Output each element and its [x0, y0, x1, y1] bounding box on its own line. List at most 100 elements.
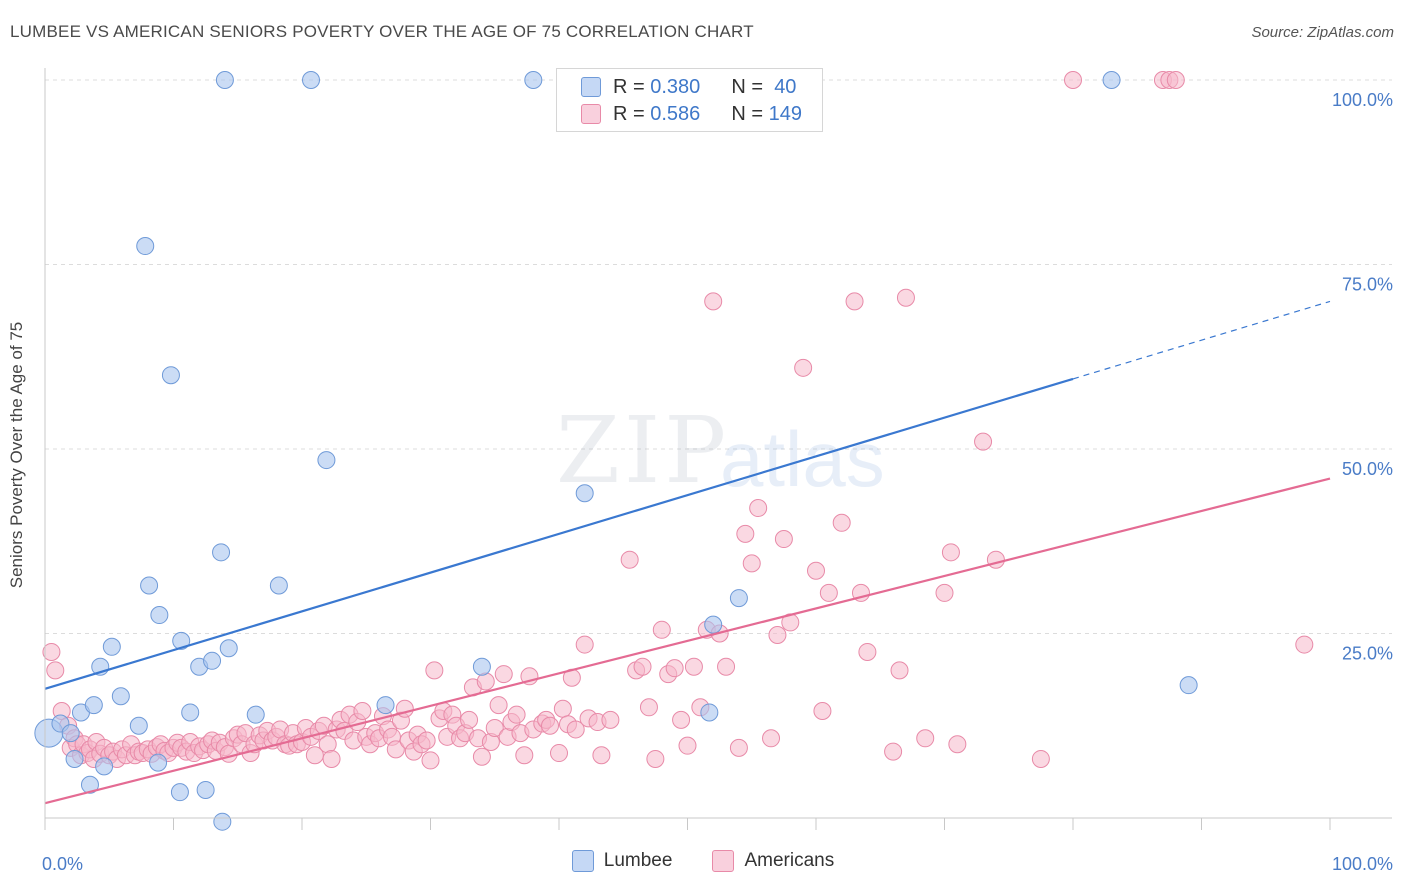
americans-point	[646, 749, 665, 768]
bottom-legend-americans: Americans	[712, 850, 834, 872]
n-label: N =	[731, 75, 764, 98]
americans-point	[684, 657, 703, 676]
americans-point	[974, 432, 993, 451]
lumbee-point	[65, 749, 84, 768]
lumbee-point	[172, 631, 191, 650]
americans-point	[749, 499, 768, 518]
lumbee-point	[246, 705, 265, 724]
lumbee-label: Lumbee	[603, 850, 673, 871]
americans-point	[566, 720, 585, 739]
americans-point	[916, 729, 935, 748]
americans-point	[774, 530, 793, 549]
lumbee-swatch	[571, 850, 594, 872]
americans-point	[890, 661, 909, 680]
americans-point	[386, 740, 405, 759]
lumbee-point	[524, 71, 543, 89]
americans-point	[472, 747, 491, 766]
lumbee-point	[80, 775, 99, 794]
lumbee-point	[102, 637, 121, 656]
americans-point	[736, 524, 755, 543]
x-tick-label: 0.0%	[42, 854, 83, 874]
r-label: R =	[613, 75, 645, 98]
americans-point	[485, 718, 504, 737]
americans-point	[1064, 71, 1082, 89]
americans-point	[507, 705, 526, 724]
lumbee-point	[149, 753, 168, 772]
americans-point	[1031, 749, 1050, 768]
lumbee-point	[1102, 71, 1121, 89]
americans-point	[1295, 635, 1314, 654]
lumbee-point	[196, 780, 215, 799]
lumbee-point	[472, 657, 491, 676]
lumbee-point	[219, 639, 238, 658]
lumbee-point	[129, 716, 148, 735]
americans-point	[575, 635, 594, 654]
americans-point	[819, 583, 838, 602]
lumbee-point	[181, 703, 200, 722]
americans-point	[489, 696, 508, 715]
lumbee-trend-line	[44, 377, 1074, 690]
lumbee-swatch	[581, 77, 601, 97]
americans-point	[417, 731, 436, 750]
legend: R = 0.380 N = 40 R = 0.586 N = 149	[556, 68, 823, 132]
americans-point	[762, 729, 781, 748]
lumbee-point	[269, 576, 288, 595]
americans-point	[832, 513, 851, 532]
lumbee-point	[136, 237, 155, 256]
americans-point	[948, 735, 967, 754]
americans-point	[672, 710, 691, 729]
americans-trend-line	[44, 477, 1331, 805]
chart-title: LUMBEE VS AMERICAN SENIORS POVERTY OVER …	[10, 22, 754, 41]
lumbee-point	[111, 687, 130, 706]
lumbee-trend-extension	[1072, 300, 1331, 380]
trend-lines	[44, 300, 1331, 805]
americans-point	[425, 661, 444, 680]
americans-point	[553, 699, 572, 718]
americans-point	[794, 358, 813, 377]
americans-point	[353, 701, 372, 720]
r-label: R =	[613, 102, 645, 125]
americans-point	[541, 716, 560, 735]
americans-point	[704, 292, 723, 311]
americans-point	[515, 746, 534, 765]
lumbee-point	[575, 484, 594, 503]
lumbee-point	[140, 576, 159, 595]
americans-point	[807, 561, 825, 580]
r-value: 0.380	[650, 75, 701, 98]
x-tick-label: 100.0%	[1332, 854, 1393, 874]
americans-point	[550, 744, 568, 763]
n-label: N =	[731, 102, 764, 125]
legend-row-lumbee: R = 0.380 N = 40	[557, 73, 796, 101]
americans-point	[421, 751, 440, 770]
lumbee-point	[213, 812, 232, 831]
n-value: 149	[768, 102, 802, 125]
lumbee-point	[729, 589, 748, 608]
y-tick-label: 75.0%	[1342, 275, 1393, 295]
americans-point	[494, 665, 513, 684]
lumbee-points	[34, 71, 1198, 831]
americans-point	[813, 701, 832, 720]
lumbee-point	[1179, 676, 1198, 695]
lumbee-point	[301, 71, 320, 89]
americans-swatch	[712, 850, 735, 872]
americans-label: Americans	[744, 850, 835, 871]
americans-point	[729, 738, 748, 757]
lumbee-point	[150, 606, 169, 625]
americans-point	[742, 554, 761, 573]
americans-point	[1166, 71, 1185, 89]
americans-point	[460, 710, 479, 729]
americans-point	[639, 698, 658, 717]
lumbee-point	[317, 451, 336, 470]
lumbee-point	[700, 703, 719, 722]
lumbee-point	[84, 696, 103, 715]
americans-point	[633, 657, 652, 676]
lumbee-point	[203, 651, 222, 670]
n-value: 40	[774, 75, 797, 98]
americans-point	[322, 749, 341, 768]
watermark: ZIP atlas	[556, 397, 885, 504]
americans-point	[318, 735, 337, 754]
y-tick-label: 50.0%	[1342, 459, 1393, 479]
americans-swatch	[581, 104, 601, 124]
lumbee-point	[212, 543, 231, 562]
